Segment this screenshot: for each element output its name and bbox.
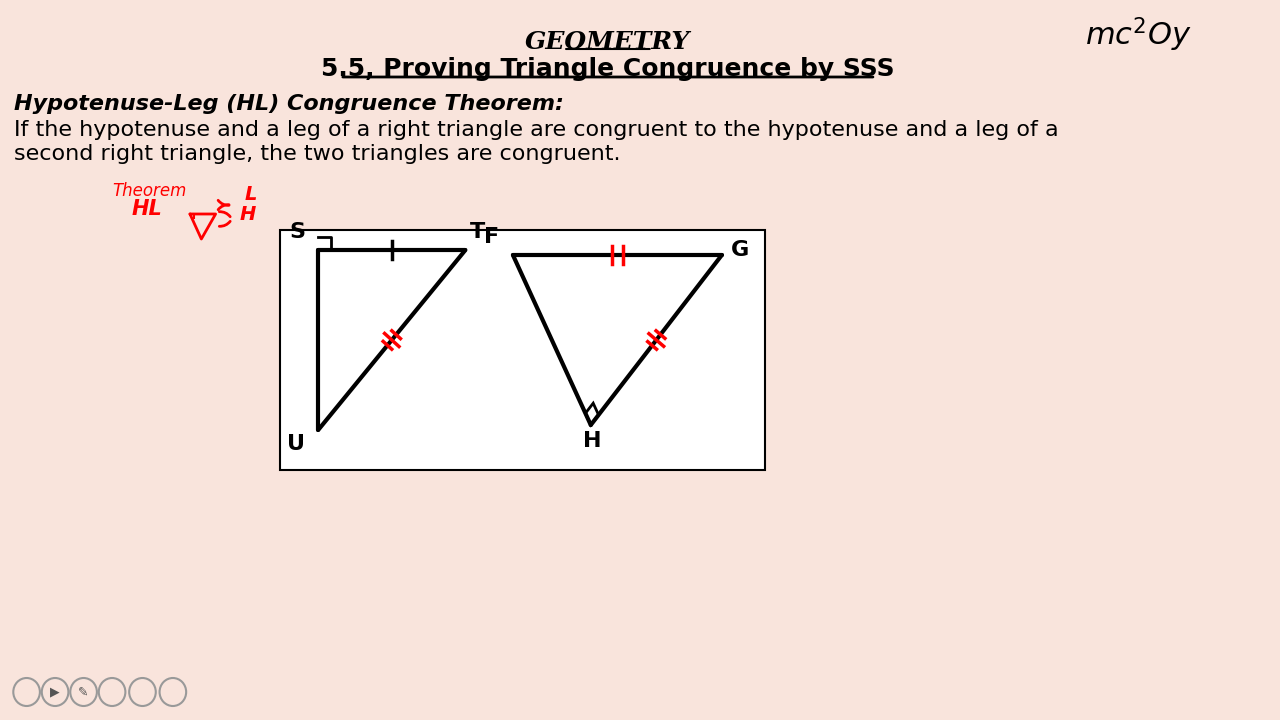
Text: U: U [287, 434, 305, 454]
Text: $mc^2Oy$: $mc^2Oy$ [1085, 16, 1192, 54]
Text: H: H [584, 431, 602, 451]
Text: Theorem: Theorem [113, 182, 187, 200]
Text: ✎: ✎ [78, 685, 88, 698]
Text: 5.5, Proving Triangle Congruence by SSS: 5.5, Proving Triangle Congruence by SSS [321, 57, 895, 81]
Text: H: H [239, 205, 256, 224]
Text: ▶: ▶ [50, 685, 60, 698]
Text: If the hypotenuse and a leg of a right triangle are congruent to the hypotenuse : If the hypotenuse and a leg of a right t… [14, 120, 1059, 140]
Text: T: T [470, 222, 485, 242]
Text: S: S [289, 222, 305, 242]
FancyBboxPatch shape [280, 230, 764, 470]
Text: G: G [731, 240, 750, 260]
Text: Hypotenuse-Leg (HL) Congruence Theorem:: Hypotenuse-Leg (HL) Congruence Theorem: [14, 94, 564, 114]
Text: second right triangle, the two triangles are congruent.: second right triangle, the two triangles… [14, 144, 621, 164]
Text: GEOMETRY: GEOMETRY [525, 30, 690, 54]
Text: F: F [484, 227, 499, 247]
Text: L: L [244, 185, 256, 204]
Text: HL: HL [131, 199, 161, 219]
